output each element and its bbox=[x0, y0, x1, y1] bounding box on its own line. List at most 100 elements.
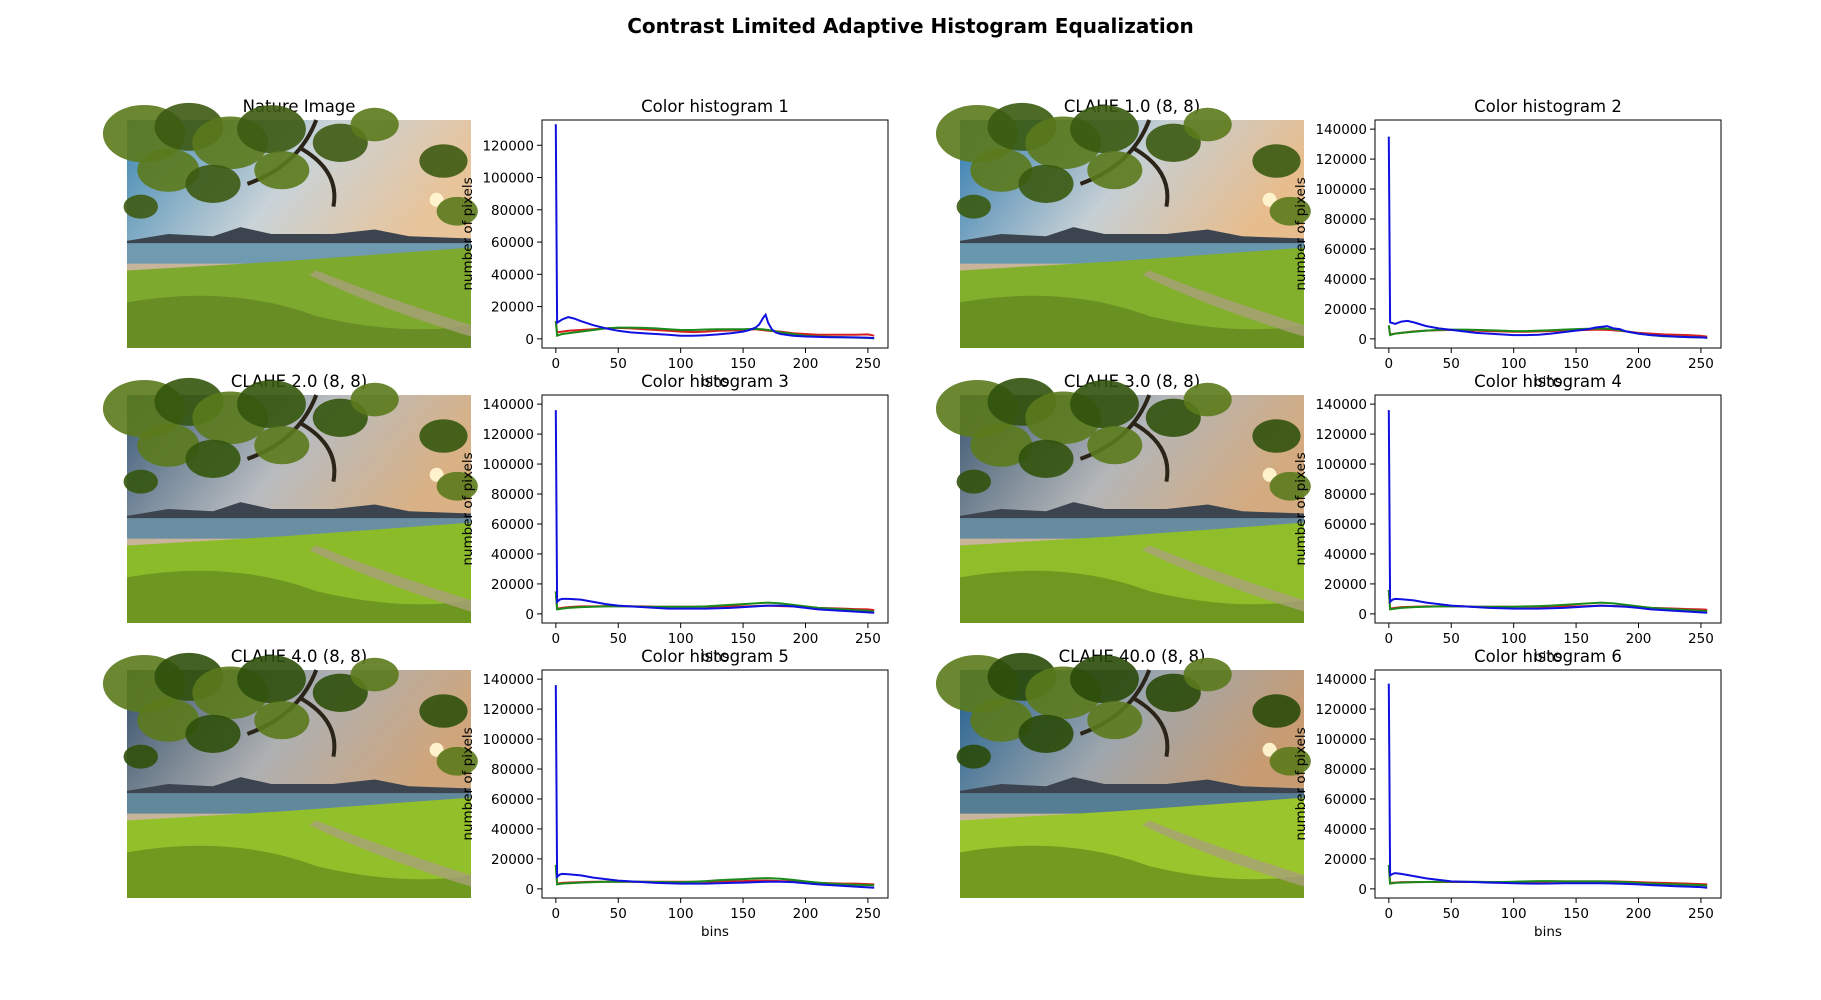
series-line bbox=[1387, 683, 1708, 889]
y-tick-label: 40000 bbox=[491, 822, 534, 838]
series-line bbox=[1387, 864, 1708, 887]
x-tick-label: 200 bbox=[793, 631, 819, 647]
tree-foliage bbox=[350, 107, 399, 142]
tree-foliage bbox=[970, 423, 1033, 467]
hills bbox=[127, 227, 471, 246]
axes-frame bbox=[1374, 394, 1722, 624]
grass-field bbox=[960, 797, 1304, 898]
hills bbox=[960, 502, 1304, 521]
tree-foliage bbox=[1145, 398, 1201, 437]
series-line bbox=[1387, 589, 1708, 613]
y-tick-label: 60000 bbox=[491, 517, 534, 533]
y-axis-label: number of pixels bbox=[1293, 727, 1309, 840]
shrubs bbox=[127, 570, 471, 623]
y-tick-label: 40000 bbox=[491, 267, 534, 283]
tree-foliage bbox=[419, 694, 468, 728]
y-tick-label: 0 bbox=[1358, 332, 1367, 348]
series-line bbox=[554, 410, 875, 614]
hills bbox=[960, 777, 1304, 796]
series-line bbox=[554, 685, 875, 889]
x-tick-label: 150 bbox=[1563, 906, 1589, 922]
series-line bbox=[1387, 410, 1708, 614]
x-tick-label: 200 bbox=[793, 356, 819, 372]
landscape-image-4 bbox=[935, 377, 1311, 623]
shrubs bbox=[960, 295, 1304, 348]
y-tick-label: 120000 bbox=[482, 427, 534, 443]
x-tick-label: 250 bbox=[1688, 356, 1714, 372]
y-axis-label: number of pixels bbox=[460, 177, 476, 290]
hills bbox=[127, 502, 471, 521]
x-axis-label: bins bbox=[701, 649, 729, 665]
tree-foliage bbox=[956, 469, 991, 494]
y-tick-label: 80000 bbox=[491, 762, 534, 778]
tree-foliage bbox=[419, 144, 468, 178]
chart-title: Color histogram 6 bbox=[1474, 647, 1622, 666]
landscape-image-3 bbox=[102, 377, 478, 623]
y-axis-label: number of pixels bbox=[1293, 452, 1309, 565]
x-tick-label: 50 bbox=[610, 906, 627, 922]
y-tick-label: 80000 bbox=[491, 487, 534, 503]
series-line bbox=[1387, 136, 1708, 339]
tree-foliage bbox=[1018, 164, 1074, 203]
y-tick-label: 120000 bbox=[1315, 152, 1367, 168]
y-tick-label: 140000 bbox=[1315, 122, 1367, 138]
figure-title: Contrast Limited Adaptive Histogram Equa… bbox=[627, 14, 1194, 38]
y-tick-label: 100000 bbox=[482, 732, 534, 748]
chart-title: Color histogram 2 bbox=[1474, 97, 1622, 116]
y-tick-label: 40000 bbox=[1324, 547, 1367, 563]
chart-title: Color histogram 3 bbox=[641, 372, 789, 391]
x-tick-label: 200 bbox=[1626, 631, 1652, 647]
hills bbox=[960, 227, 1304, 246]
tree-foliage bbox=[1269, 471, 1311, 501]
x-axis-label: bins bbox=[701, 374, 729, 390]
x-tick-label: 150 bbox=[1563, 356, 1589, 372]
series-line bbox=[554, 321, 875, 340]
tree-foliage bbox=[1183, 107, 1232, 142]
x-tick-label: 50 bbox=[1443, 906, 1460, 922]
y-tick-label: 140000 bbox=[1315, 397, 1367, 413]
shrubs bbox=[127, 845, 471, 898]
tree-foliage bbox=[237, 655, 306, 704]
x-tick-label: 100 bbox=[1501, 906, 1527, 922]
y-tick-label: 60000 bbox=[1324, 792, 1367, 808]
y-tick-label: 120000 bbox=[1315, 702, 1367, 718]
y-tick-label: 20000 bbox=[1324, 302, 1367, 318]
y-tick-label: 100000 bbox=[482, 171, 534, 187]
tree-foliage bbox=[436, 746, 478, 776]
x-axis-label: bins bbox=[1534, 649, 1562, 665]
x-tick-label: 0 bbox=[552, 631, 561, 647]
y-tick-label: 120000 bbox=[482, 138, 534, 154]
y-tick-label: 140000 bbox=[482, 397, 534, 413]
axes-frame bbox=[541, 669, 889, 899]
y-tick-label: 80000 bbox=[1324, 762, 1367, 778]
x-tick-label: 0 bbox=[1385, 356, 1394, 372]
tree-foliage bbox=[1269, 746, 1311, 776]
histogram-chart-3: Color histogram 3 0 50 100 150 200 250 0 20000 40… bbox=[460, 372, 889, 665]
y-tick-label: 0 bbox=[525, 607, 534, 623]
histogram-chart-6: Color histogram 6 0 50 100 150 200 250 0 20000 40… bbox=[1293, 647, 1722, 940]
tree-foliage bbox=[956, 194, 991, 219]
x-tick-label: 250 bbox=[855, 631, 881, 647]
tree-foliage bbox=[1183, 382, 1232, 417]
x-tick-label: 150 bbox=[730, 906, 756, 922]
axes-frame bbox=[541, 119, 889, 349]
x-tick-label: 0 bbox=[1385, 631, 1394, 647]
tree-foliage bbox=[1087, 701, 1143, 740]
x-tick-label: 150 bbox=[730, 356, 756, 372]
tree-foliage bbox=[970, 698, 1033, 742]
y-tick-label: 20000 bbox=[491, 852, 534, 868]
x-tick-label: 250 bbox=[1688, 631, 1714, 647]
y-tick-label: 140000 bbox=[482, 672, 534, 688]
y-axis-label: number of pixels bbox=[460, 452, 476, 565]
tree-foliage bbox=[1252, 419, 1301, 453]
tree-foliage bbox=[1145, 673, 1201, 712]
axes-frame bbox=[1374, 669, 1722, 899]
tree-foliage bbox=[1070, 655, 1139, 704]
grass-field bbox=[127, 522, 471, 623]
grass-field bbox=[960, 247, 1304, 348]
tree-foliage bbox=[254, 701, 310, 740]
tree-foliage bbox=[1070, 105, 1139, 154]
tree-foliage bbox=[1145, 123, 1201, 162]
chart-title: Color histogram 1 bbox=[641, 97, 789, 116]
x-tick-label: 0 bbox=[1385, 906, 1394, 922]
